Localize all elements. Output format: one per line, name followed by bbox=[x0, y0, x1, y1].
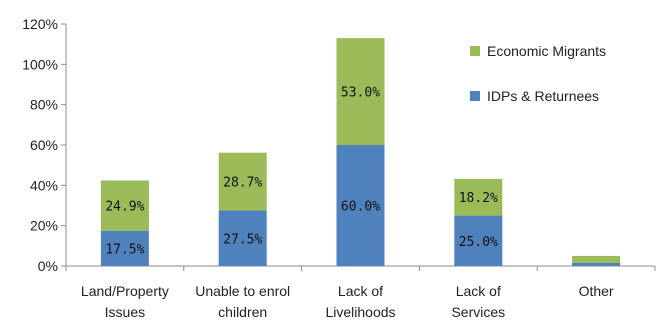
x-category-label: Lack of Services bbox=[451, 283, 505, 320]
data-label: 25.0% bbox=[459, 235, 498, 250]
bar-segment bbox=[454, 215, 503, 266]
data-label: 28.7% bbox=[223, 176, 262, 191]
x-category-label: Lack of Livelihoods bbox=[325, 283, 395, 320]
data-labels: 17.5% 27.5% 60.0% 25.0% 24.9% 28.7% 53.0% 18.2% bbox=[105, 86, 498, 258]
data-label: 27.5% bbox=[223, 232, 262, 247]
data-label: 18.2% bbox=[459, 191, 498, 206]
bars bbox=[100, 38, 621, 266]
legend-swatch bbox=[470, 46, 480, 56]
y-tick-label: 20% bbox=[30, 218, 58, 234]
x-category-label: Unable to enrol children bbox=[195, 283, 290, 320]
bar-segment bbox=[100, 180, 149, 231]
data-label: 24.9% bbox=[105, 200, 144, 215]
legend-label: IDPs & Returnees bbox=[487, 88, 599, 104]
data-label: 17.5% bbox=[105, 242, 144, 257]
bar-segment bbox=[336, 145, 385, 266]
legend: Economic Migrants IDPs & Returnees bbox=[470, 43, 606, 104]
legend-label: Economic Migrants bbox=[487, 43, 606, 59]
y-tick-label: 0% bbox=[38, 258, 58, 274]
bar-segment bbox=[218, 152, 267, 211]
x-category-label: Land/Property Issues bbox=[81, 283, 169, 320]
data-label: 53.0% bbox=[341, 86, 380, 101]
y-tick-label: 60% bbox=[30, 137, 58, 153]
y-tick-label: 80% bbox=[30, 97, 58, 113]
axes: 0% 20% 40% 60% 80% 100% 120% Land/Property Issue… bbox=[22, 16, 656, 320]
bar-segment bbox=[572, 262, 621, 266]
y-tick-label: 40% bbox=[30, 177, 58, 193]
bar-segment bbox=[454, 178, 503, 216]
x-category-label: Other bbox=[579, 283, 614, 299]
bar-segment bbox=[100, 230, 149, 266]
data-label: 60.0% bbox=[341, 200, 380, 215]
bar-segment bbox=[336, 38, 385, 145]
y-tick-label: 120% bbox=[22, 16, 58, 32]
bar-segment bbox=[572, 255, 621, 263]
legend-swatch bbox=[470, 91, 480, 101]
bar-segment bbox=[218, 210, 267, 266]
y-tick-label: 100% bbox=[22, 56, 58, 72]
